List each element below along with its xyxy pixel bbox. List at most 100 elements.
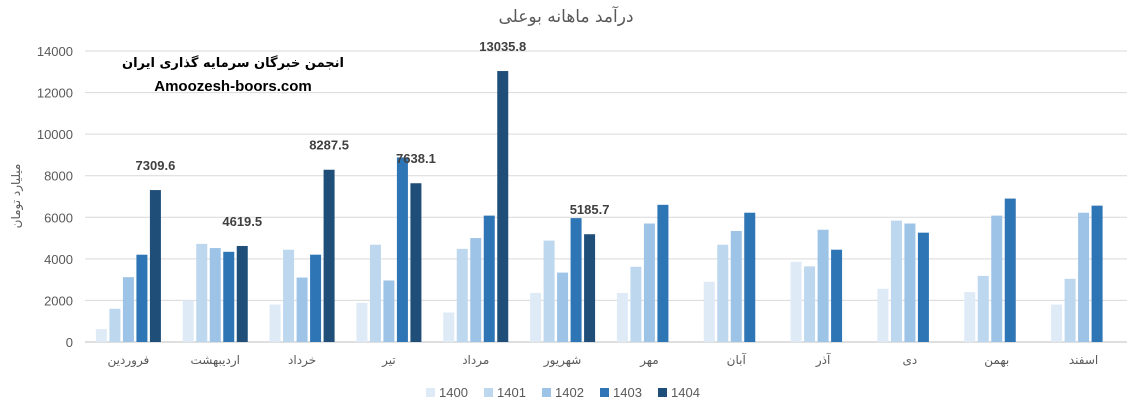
bar-1403-10	[1004, 198, 1016, 342]
bar-1404-3	[410, 183, 422, 342]
bar-1402-5	[557, 272, 569, 342]
bar-1402-11	[1078, 212, 1090, 342]
legend-swatch-1403	[600, 388, 609, 397]
bar-1402-1	[209, 248, 221, 342]
bar-1404-5	[584, 234, 596, 342]
bar-1400-8	[790, 261, 802, 342]
bar-1401-11	[1064, 278, 1076, 342]
bar-1402-9	[904, 223, 916, 342]
bar-1402-7	[730, 231, 742, 342]
bar-1400-0	[95, 329, 107, 342]
bar-1403-9	[917, 232, 929, 342]
bar-1403-1	[223, 251, 235, 342]
bar-1403-6	[657, 204, 669, 342]
x-tick-label: آبان	[727, 352, 747, 367]
bar-1402-8	[817, 229, 829, 342]
legend-label-1401: 1401	[497, 385, 526, 400]
bar-1401-2	[283, 249, 295, 342]
bar-1404-1	[236, 245, 248, 342]
bar-1400-5	[530, 292, 542, 342]
y-tick-label: 2000	[44, 293, 73, 308]
bar-1401-0	[109, 308, 121, 342]
y-tick-label: 10000	[37, 127, 73, 142]
legend-swatch-1400	[426, 388, 435, 397]
bar-1403-11	[1091, 205, 1103, 342]
bar-1401-1	[196, 243, 208, 342]
data-label: 7309.6	[136, 158, 176, 173]
bar-1402-0	[122, 277, 134, 342]
bar-1400-7	[703, 281, 715, 342]
y-axis-label: میلیارد تومان	[9, 164, 24, 229]
chart-title: درآمد ماهانه بوعلی	[498, 5, 633, 27]
x-tick-label: خرداد	[288, 353, 316, 368]
x-tick-label: اردیبهشت	[191, 353, 240, 368]
legend-swatch-1404	[658, 388, 667, 397]
x-tick-label: اسفند	[1069, 353, 1098, 367]
legend-label-1404: 1404	[671, 385, 700, 400]
bar-1403-7	[744, 212, 756, 342]
x-tick-label: بهمن	[984, 353, 1009, 368]
legend-label-1402: 1402	[555, 385, 584, 400]
data-labels: 7309.6 4619.5 8287.5 7638.1 13035.8 5185.7	[136, 39, 610, 229]
data-label: 4619.5	[222, 214, 262, 229]
bar-1403-4	[483, 215, 495, 342]
bar-1400-9	[877, 288, 889, 342]
legend-label-1400: 1400	[439, 385, 468, 400]
y-tick-label: 12000	[37, 86, 73, 101]
bar-1404-0	[149, 190, 161, 342]
bar-1402-4	[470, 238, 482, 342]
bar-1401-4	[456, 248, 468, 342]
x-tick-label: دی	[903, 353, 918, 367]
bar-1401-3	[369, 244, 381, 342]
legend-swatch-1402	[542, 388, 551, 397]
legend: 1400 1401 1402 1403 1404	[426, 385, 700, 400]
bar-1400-10	[964, 292, 976, 342]
bar-1401-8	[804, 266, 816, 342]
bar-1402-10	[991, 215, 1003, 342]
bar-1400-1	[182, 300, 194, 342]
watermark-title: انجمن خبرگان سرمایه گذاری ایران	[122, 55, 344, 71]
legend-label-1403: 1403	[613, 385, 642, 400]
bar-1403-2	[310, 254, 322, 342]
y-axis-ticks: 0 2000 4000 6000 8000 10000 12000 14000	[37, 44, 73, 350]
y-tick-label: 8000	[44, 169, 73, 184]
bar-1402-6	[643, 223, 655, 342]
x-tick-label: آذر	[815, 352, 831, 368]
y-tick-label: 0	[66, 335, 73, 350]
data-label: 7638.1	[396, 151, 436, 166]
watermark-url: Amoozesh-boors.com	[154, 78, 312, 95]
x-tick-label: فروردین	[108, 353, 150, 368]
bar-1401-7	[717, 244, 729, 342]
bar-1401-6	[630, 266, 642, 342]
data-label: 8287.5	[309, 138, 349, 153]
x-tick-label: مرداد	[462, 353, 489, 368]
bar-1403-5	[570, 218, 582, 342]
x-tick-label: شهریور	[543, 353, 582, 368]
bar-1401-5	[543, 240, 555, 342]
data-label: 5185.7	[570, 202, 610, 217]
bar-1403-3	[396, 157, 408, 342]
x-axis-ticks: فروردین اردیبهشت خرداد تیر مرداد شهریور مهر آبا…	[108, 352, 1099, 368]
bar-1403-8	[831, 249, 843, 342]
bar-1401-9	[890, 220, 902, 342]
bar-1400-2	[269, 304, 281, 342]
bar-1400-4	[443, 312, 455, 342]
y-tick-label: 6000	[44, 210, 73, 225]
bar-1401-10	[977, 275, 989, 342]
bar-1400-6	[616, 292, 628, 342]
bar-1402-3	[383, 280, 395, 342]
bar-1404-2	[323, 169, 335, 342]
bar-1403-0	[136, 254, 148, 342]
bar-1404-4	[497, 71, 509, 342]
y-tick-label: 14000	[37, 44, 73, 59]
x-tick-label: تیر	[381, 353, 396, 368]
bar-1402-2	[296, 277, 308, 342]
bars	[95, 71, 1103, 342]
x-tick-label: مهر	[639, 353, 659, 368]
bar-1400-3	[356, 302, 368, 342]
y-tick-label: 4000	[44, 252, 73, 267]
legend-swatch-1401	[484, 388, 493, 397]
data-label: 13035.8	[479, 39, 526, 54]
